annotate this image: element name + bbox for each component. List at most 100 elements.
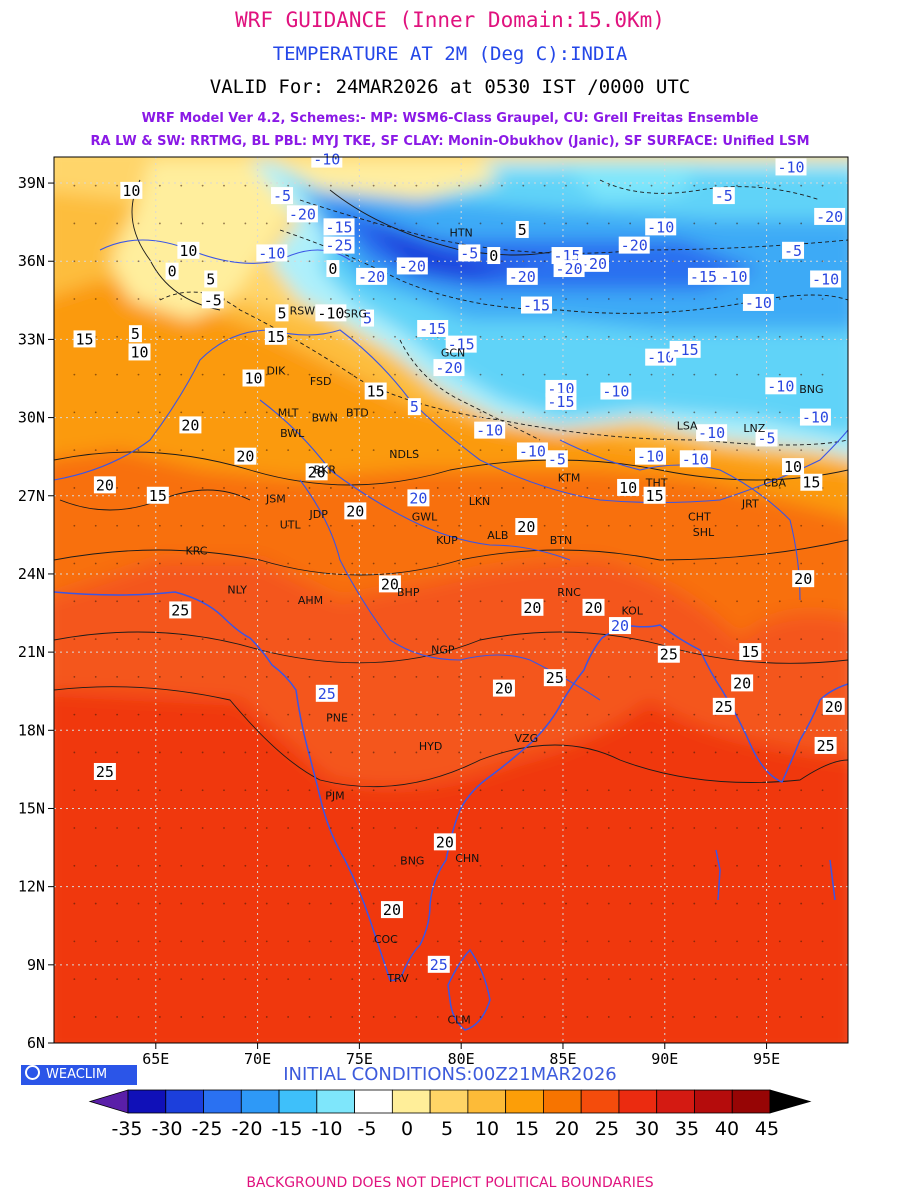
grid-point <box>607 184 610 187</box>
grid-point <box>821 789 824 792</box>
contour-label-text: 20 <box>523 599 541 617</box>
grid-point <box>778 1016 781 1018</box>
grid-point <box>372 864 375 867</box>
grid-point <box>158 411 161 414</box>
grid-point <box>543 713 546 716</box>
contour-label-text: 15 <box>149 487 167 505</box>
grid-point <box>372 675 375 678</box>
grid-point <box>800 978 803 981</box>
grid-point <box>73 713 76 716</box>
grid-point <box>500 335 503 338</box>
contour-label-text: 5 <box>518 221 527 239</box>
contour-label: -10 <box>600 382 632 401</box>
grid-point <box>650 713 653 716</box>
grid-point <box>778 222 781 225</box>
contour-label-bg <box>323 236 355 254</box>
grid-point <box>479 940 482 943</box>
grid-point <box>137 789 140 792</box>
grid-point <box>757 940 760 943</box>
grid-point <box>757 373 760 376</box>
grid-point <box>757 675 760 678</box>
contour-label: -10 <box>635 447 667 466</box>
contour-label-text: 5 <box>131 325 140 343</box>
grid-point <box>287 184 290 187</box>
grid-point <box>458 978 461 981</box>
contour-label: -10 <box>256 244 288 262</box>
grid-point <box>180 978 183 981</box>
contour-label: 10 <box>782 458 805 476</box>
grid-point <box>672 411 674 414</box>
grid-point <box>607 827 610 829</box>
colorbar-swatch <box>354 1089 393 1114</box>
grid-point <box>672 373 674 376</box>
city-label: BKR <box>314 464 337 477</box>
grid-point <box>223 184 225 187</box>
grid-point <box>415 373 418 376</box>
grid-point <box>158 713 161 716</box>
grid-point <box>714 260 717 263</box>
grid-point <box>757 600 760 603</box>
grid-point <box>351 184 354 187</box>
grid-point <box>500 713 503 716</box>
grid-point <box>714 827 717 829</box>
colorbar-swatch <box>656 1089 695 1114</box>
grid-point <box>500 260 503 263</box>
grid-point <box>223 789 225 792</box>
contour-label-bg <box>315 684 338 702</box>
grid-point <box>94 940 97 943</box>
grid-point <box>672 902 674 905</box>
grid-point <box>821 335 824 338</box>
contour-label-text: 25 <box>546 669 564 687</box>
grid-point <box>201 864 204 867</box>
grid-point <box>693 751 696 754</box>
grid-point <box>180 827 183 829</box>
lat-tick-label: 33N <box>18 330 45 348</box>
grid-point <box>629 675 632 678</box>
colorbar-swatch <box>467 1089 507 1114</box>
contour-label-text: 20 <box>584 599 602 617</box>
grid-point <box>351 638 354 640</box>
contour-label-text: -10 <box>258 244 285 262</box>
contour-label-text: 15 <box>267 328 285 346</box>
grid-point <box>543 827 546 829</box>
contour-label: 5 <box>128 325 142 343</box>
grid-point <box>693 411 696 414</box>
contour-label-text: -5 <box>204 291 222 309</box>
grid-point <box>287 562 290 565</box>
grid-point <box>586 789 589 792</box>
grid-point <box>287 600 290 603</box>
contour-label-text: 0 <box>168 263 177 281</box>
contour-label-bg <box>256 244 288 262</box>
colorbar-swatch <box>165 1089 204 1114</box>
grid-point <box>586 335 589 338</box>
contour-label-bg <box>635 447 667 465</box>
grid-point <box>629 298 632 300</box>
grid-point <box>714 675 717 678</box>
grid-point <box>650 600 653 603</box>
grid-point <box>693 562 696 565</box>
grid-point <box>415 562 418 565</box>
grid-point <box>94 562 97 565</box>
contour-label-text: -10 <box>476 422 503 440</box>
grid-point <box>672 562 674 565</box>
grid-point <box>351 298 354 300</box>
city-label: GCN <box>441 346 465 359</box>
grid-point <box>244 184 247 187</box>
grid-point <box>672 751 674 754</box>
contour-label: 25 <box>543 669 566 687</box>
contour-label: -5 <box>712 187 735 205</box>
grid-point <box>565 978 567 981</box>
grid-point <box>800 449 803 452</box>
grid-point <box>672 335 674 338</box>
contour-label-bg <box>169 601 192 619</box>
contour-label-bg <box>165 262 179 280</box>
contour-label-text: 5 <box>278 304 287 322</box>
grid-point <box>565 411 567 414</box>
grid-point <box>629 864 632 867</box>
contour-label-bg <box>361 309 375 327</box>
contour-label-bg <box>782 458 805 476</box>
contour-label-bg <box>739 643 762 661</box>
grid-point <box>458 562 461 565</box>
grid-point <box>116 902 119 905</box>
grid-point <box>351 978 354 981</box>
